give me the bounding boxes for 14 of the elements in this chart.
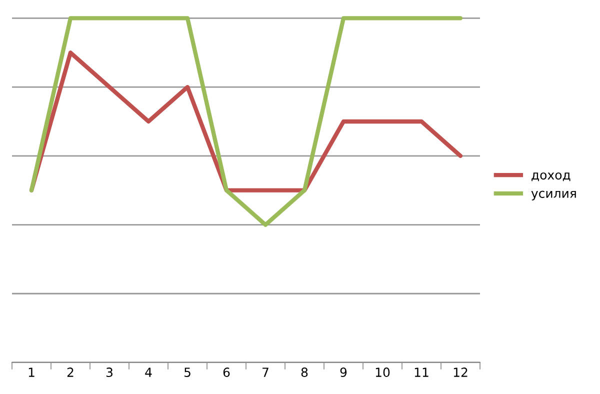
x-tick-label: 8 [301, 368, 308, 378]
x-tick-label: 12 [454, 368, 468, 377]
x-tick-label: 6 [223, 368, 230, 378]
x-tick-label: 4 [145, 368, 152, 377]
x-tick-label: 5 [184, 368, 190, 378]
x-tick-label: 9 [340, 368, 347, 378]
x-tick-label: 11 [414, 368, 428, 377]
x-tick-label: 2 [67, 368, 74, 377]
x-tick-label: 3 [106, 368, 112, 378]
x-tick-label: 7 [262, 368, 268, 377]
legend-label: усилия [531, 190, 576, 200]
legend-label: доход [532, 172, 570, 182]
x-tick-label: 10 [376, 368, 390, 378]
x-tick-label: 1 [28, 368, 34, 377]
